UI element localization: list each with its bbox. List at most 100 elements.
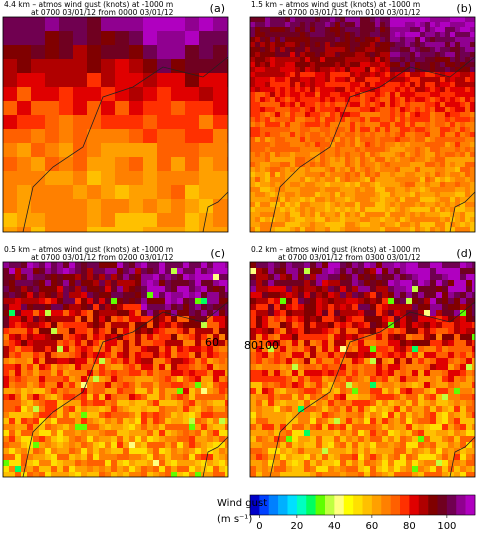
field-cell (320, 52, 325, 57)
field-cell (117, 424, 123, 430)
field-cell (375, 52, 380, 57)
field-cell (304, 310, 310, 316)
field-cell (207, 454, 213, 460)
field-cell (355, 157, 360, 162)
field-cell (365, 102, 370, 107)
field-cell (285, 197, 290, 202)
field-cell (460, 352, 466, 358)
field-cell (105, 448, 111, 454)
field-cell (171, 17, 185, 31)
field-cell (159, 262, 165, 268)
field-cell (33, 346, 39, 352)
field-cell (45, 87, 59, 101)
field-cell (59, 59, 73, 73)
field-cell (315, 122, 320, 127)
field-cell (75, 352, 81, 358)
field-cell (316, 346, 322, 352)
field-cell (298, 466, 304, 472)
field-cell (280, 460, 286, 466)
field-cell (360, 162, 365, 167)
field-cell (370, 107, 375, 112)
field-cell (350, 52, 355, 57)
field-cell (382, 418, 388, 424)
field-cell (250, 466, 256, 472)
field-cell (21, 316, 27, 322)
field-cell (9, 472, 15, 477)
field-cell (59, 199, 73, 213)
field-cell (255, 137, 260, 142)
field-cell (45, 430, 51, 436)
panel-frame (249, 261, 476, 478)
field-cell (135, 310, 141, 316)
field-cell (189, 304, 195, 310)
field-cell (316, 472, 322, 477)
field-cell (385, 102, 390, 107)
field-cell (330, 207, 335, 212)
field-cell (195, 346, 201, 352)
field-cell (430, 268, 436, 274)
field-cell (355, 227, 360, 232)
field-cell (346, 382, 352, 388)
field-cell (275, 132, 280, 137)
field-cell (305, 107, 310, 112)
field-cell (87, 129, 101, 143)
field-cell (358, 334, 364, 340)
field-cell (123, 442, 129, 448)
field-cell (388, 400, 394, 406)
field-cell (141, 436, 147, 442)
field-cell (207, 346, 213, 352)
field-cell (470, 187, 475, 192)
field-cell (430, 97, 435, 102)
field-cell (450, 227, 455, 232)
field-cell (141, 460, 147, 466)
field-cell (340, 192, 345, 197)
field-cell (275, 77, 280, 82)
field-cell (424, 322, 430, 328)
field-cell (105, 280, 111, 286)
field-cell (256, 376, 262, 382)
field-cell (360, 172, 365, 177)
field-cell (290, 147, 295, 152)
field-cell (260, 17, 265, 22)
field-cell (424, 328, 430, 334)
field-cell (153, 298, 159, 304)
field-cell (420, 117, 425, 122)
field-cell (345, 87, 350, 92)
coastline (269, 301, 476, 478)
field-cell (412, 406, 418, 412)
field-cell (448, 274, 454, 280)
field-cell (9, 292, 15, 298)
field-cell (9, 298, 15, 304)
field-cell (370, 42, 375, 47)
field-cell (63, 412, 69, 418)
field-cell (285, 62, 290, 67)
field-cell (415, 202, 420, 207)
field-cell (274, 268, 280, 274)
field-cell (440, 67, 445, 72)
field-cell (213, 364, 219, 370)
field-cell (435, 52, 440, 57)
field-cell (57, 382, 63, 388)
field-cell (260, 32, 265, 37)
field-cell (99, 328, 105, 334)
field-cell (219, 334, 225, 340)
field-cell (325, 27, 330, 32)
field-cell (57, 364, 63, 370)
field-cell (286, 418, 292, 424)
field-cell (305, 137, 310, 142)
field-cell (256, 448, 262, 454)
field-cell (465, 67, 470, 72)
field-cell (227, 171, 228, 185)
field-cell (27, 298, 33, 304)
field-cell (460, 147, 465, 152)
field-cell (425, 47, 430, 52)
field-cell (213, 310, 219, 316)
field-cell (39, 328, 45, 334)
field-cell (420, 162, 425, 167)
field-cell (370, 162, 375, 167)
field-cell (300, 57, 305, 62)
field-cell (129, 382, 135, 388)
field-cell (400, 82, 405, 87)
field-cell (430, 72, 435, 77)
field-cell (395, 152, 400, 157)
